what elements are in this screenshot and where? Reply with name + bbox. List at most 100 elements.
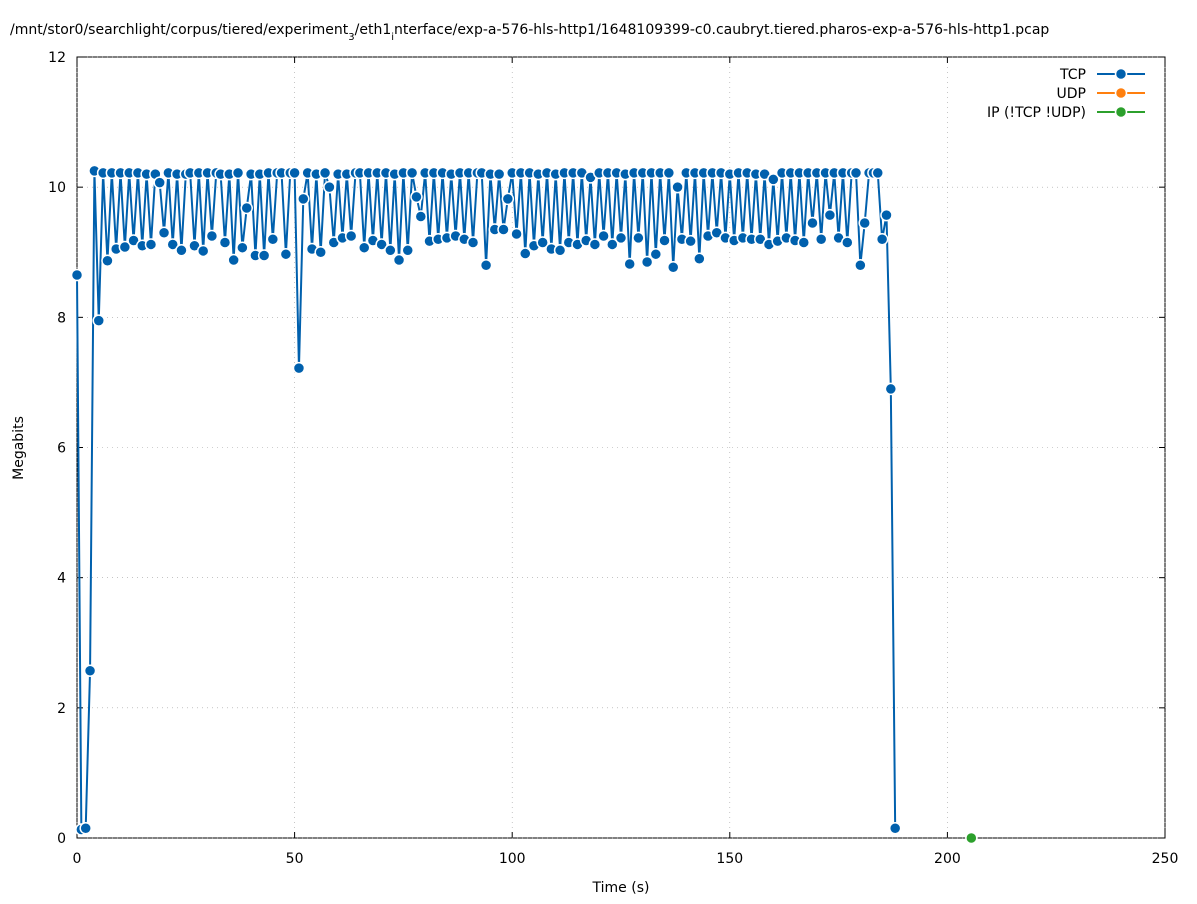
point	[101, 254, 114, 267]
point	[841, 236, 854, 249]
point	[166, 238, 179, 251]
point	[797, 236, 811, 249]
x-tick-label: 100	[499, 851, 526, 867]
title-segment: /eth1	[355, 22, 392, 38]
y-tick-label: 10	[48, 180, 66, 196]
point	[79, 821, 92, 835]
point	[323, 180, 336, 194]
y-tick-label: 8	[57, 310, 66, 326]
point	[814, 232, 828, 246]
point	[344, 229, 358, 243]
point	[392, 253, 406, 267]
point	[410, 190, 423, 204]
point	[144, 238, 158, 251]
point	[118, 240, 132, 254]
point	[231, 166, 245, 180]
point	[519, 247, 532, 260]
x-tick-label: 50	[286, 851, 304, 867]
legend-marker	[1114, 67, 1128, 81]
point	[875, 232, 889, 246]
point	[175, 244, 188, 257]
point	[292, 361, 306, 375]
point	[405, 166, 419, 180]
point	[666, 260, 680, 274]
point	[466, 236, 480, 249]
point	[257, 249, 271, 262]
x-tick-label: 250	[1152, 851, 1179, 867]
point	[632, 231, 645, 245]
point	[854, 259, 867, 272]
y-tick-label: 6	[57, 441, 66, 457]
point	[492, 167, 506, 181]
point	[297, 192, 310, 206]
point	[671, 180, 684, 194]
point	[806, 216, 819, 230]
point	[649, 247, 663, 261]
point	[884, 382, 898, 396]
point	[588, 238, 602, 251]
point	[536, 236, 549, 249]
point	[662, 166, 676, 180]
title-segment: 3	[348, 32, 354, 43]
title-segment: nterface/exp-a-576-hls-http1/1648109399-…	[394, 22, 1049, 38]
point	[614, 231, 628, 245]
point	[92, 314, 106, 327]
point	[684, 234, 697, 248]
legend-label: UDP	[1057, 86, 1086, 102]
point	[196, 244, 210, 258]
y-tick-label: 4	[57, 571, 66, 587]
point	[70, 268, 84, 282]
y-tick-label: 2	[57, 701, 66, 717]
chart-title: /mnt/stor0/searchlight/corpus/tiered/exp…	[10, 22, 1049, 43]
point	[553, 244, 567, 257]
point	[597, 229, 610, 243]
point	[965, 831, 978, 845]
point	[858, 216, 871, 230]
point	[205, 229, 219, 243]
legend-marker	[1114, 86, 1128, 100]
point	[288, 166, 301, 180]
point	[157, 226, 171, 239]
point	[823, 208, 837, 222]
point	[83, 664, 97, 677]
x-tick-label: 200	[934, 851, 961, 867]
point	[357, 241, 371, 254]
y-tick-label: 0	[57, 831, 66, 847]
point	[266, 232, 280, 246]
title-segment: i	[391, 32, 394, 43]
point	[240, 201, 253, 215]
y-axis-label: Megabits	[11, 416, 27, 480]
point	[497, 223, 510, 236]
legend-marker	[1114, 105, 1128, 119]
point	[501, 192, 515, 206]
legend-label: TCP	[1059, 67, 1086, 83]
point	[658, 234, 671, 247]
legend-label: IP (!TCP !UDP)	[987, 105, 1086, 121]
point	[218, 236, 232, 249]
point	[888, 821, 902, 835]
point	[227, 253, 240, 267]
point	[414, 210, 428, 223]
point	[606, 238, 619, 251]
point	[318, 166, 332, 180]
point	[880, 208, 893, 222]
x-tick-label: 0	[73, 851, 82, 867]
point	[401, 244, 415, 257]
point	[767, 173, 780, 186]
point	[236, 241, 249, 254]
point	[849, 166, 863, 180]
point	[623, 257, 636, 271]
point	[375, 238, 388, 251]
x-tick-label: 150	[716, 851, 743, 867]
point	[384, 244, 397, 257]
x-axis-label: Time (s)	[592, 880, 650, 896]
point	[153, 176, 166, 189]
point	[510, 227, 523, 241]
y-tick-label: 12	[48, 50, 66, 66]
point	[314, 246, 327, 259]
point	[640, 255, 654, 269]
point	[693, 252, 706, 266]
point	[479, 259, 493, 272]
title-segment: /mnt/stor0/searchlight/corpus/tiered/exp…	[10, 22, 349, 38]
